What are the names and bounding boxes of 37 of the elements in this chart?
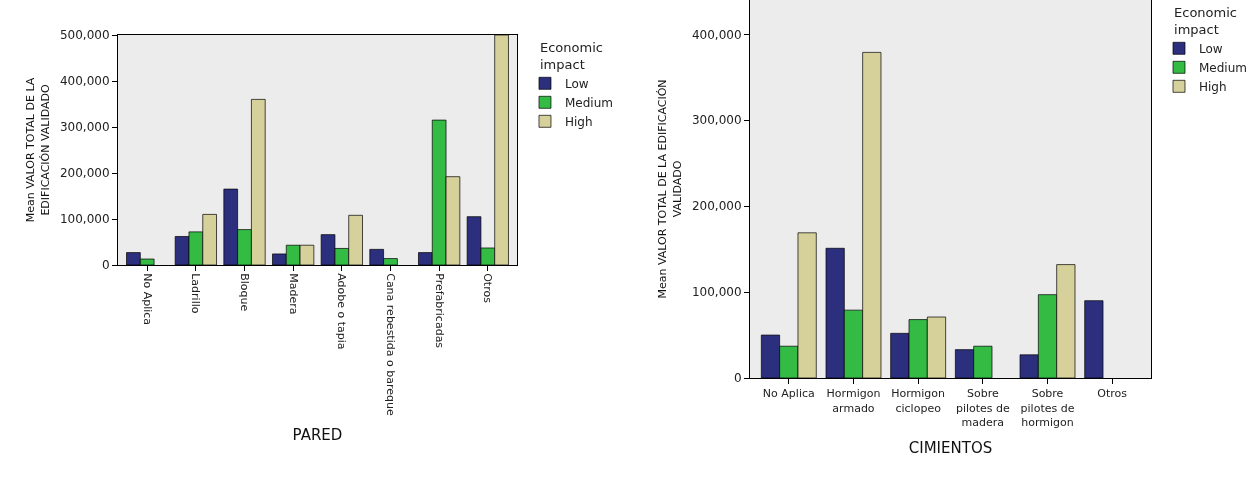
y-tick-label: 200,000 (59, 166, 110, 181)
y-tick-label: 0 (733, 371, 742, 386)
legend-label: Medium (1199, 60, 1247, 75)
y-tick-label: 400,000 (691, 27, 742, 42)
y-axis-title: Mean VALOR TOTAL DE LA EDIFICACIÓN VALIDADO (656, 79, 684, 299)
x-tick-label: Bloque (237, 273, 251, 312)
x-tick-label: Otros (1097, 387, 1128, 401)
y-tick-label: 0 (101, 258, 110, 273)
legend-title: Economic impact (1174, 4, 1237, 37)
legend-label: Low (1199, 41, 1223, 56)
x-tick-label: Sobre pilotes de madera (955, 387, 1011, 429)
legend-label: Low (564, 76, 589, 91)
x-tick-label: Hormigon ciclopeo (891, 387, 946, 415)
x-tick-label: Otros (481, 273, 495, 304)
x-tick-label: Cana rebestida o bareque (383, 273, 397, 416)
y-tick-label: 500,000 (59, 28, 110, 43)
x-tick-label: Sobre pilotes de hormigon (1020, 387, 1075, 429)
legend-title: Economic impact (540, 39, 603, 72)
y-tick-label: 200,000 (691, 199, 742, 214)
x-tick-label: Madera (286, 273, 300, 315)
x-tick-label: Prefabricadas (432, 273, 446, 349)
y-tick-label: 300,000 (59, 120, 110, 135)
y-tick-label: 100,000 (59, 212, 110, 227)
y-tick-label: 100,000 (691, 285, 742, 300)
y-axis-title: Mean VALOR TOTAL DE LA EDIFICACIÓN VALIDADO (24, 77, 52, 223)
legend-label: Medium (564, 95, 613, 110)
x-tick-label: Ladrillo (189, 273, 203, 314)
x-tick-label: No Aplica (762, 387, 815, 401)
x-axis-title: CIMIENTOS (908, 438, 993, 457)
x-tick-label: Hormigon armado (826, 387, 881, 415)
y-tick-label: 300,000 (691, 113, 742, 128)
y-tick-label: 400,000 (59, 74, 110, 89)
x-axis-title: PARED (292, 425, 343, 444)
legend-label: High (1199, 79, 1227, 94)
x-tick-label: Adobe o tapia (335, 273, 349, 350)
x-tick-label: No Aplica (140, 273, 154, 326)
legend-label: High (564, 114, 593, 129)
